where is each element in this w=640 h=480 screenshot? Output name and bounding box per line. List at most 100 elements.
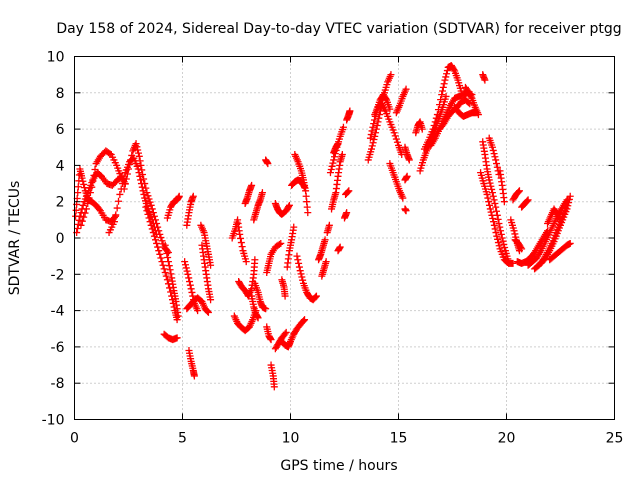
data-point (275, 240, 283, 248)
data-point (492, 156, 500, 164)
data-point (501, 244, 509, 252)
series-track-q (235, 256, 259, 300)
data-point (157, 234, 165, 242)
data-point (181, 258, 189, 266)
data-point (490, 218, 498, 226)
series-track-r (241, 181, 256, 208)
data-point (185, 274, 193, 282)
data-point (158, 237, 166, 245)
data-point (390, 129, 398, 137)
data-point (82, 205, 90, 213)
data-point (167, 288, 175, 296)
x-tick-label: 20 (498, 431, 516, 447)
x-tick-label: 5 (178, 431, 187, 447)
data-point (443, 70, 451, 78)
data-point (134, 146, 142, 154)
data-point (493, 163, 501, 171)
series-track-bu (546, 239, 574, 264)
data-point (329, 159, 337, 167)
data-point (115, 197, 123, 205)
data-point (145, 214, 153, 222)
data-point (144, 192, 152, 200)
data-point (262, 305, 270, 313)
data-point (370, 120, 378, 128)
data-point (336, 243, 344, 251)
data-point (156, 230, 164, 238)
data-point (148, 205, 156, 213)
data-point (293, 252, 301, 260)
series-track-ap (341, 209, 351, 222)
data-point (495, 242, 503, 250)
series-track-br (524, 196, 571, 269)
data-point (393, 138, 401, 146)
series-track-u (250, 189, 266, 224)
data-point (75, 216, 83, 224)
data-point (328, 162, 336, 170)
data-point (159, 261, 167, 269)
data-point (372, 129, 380, 137)
data-point (490, 221, 498, 229)
data-point (73, 224, 81, 232)
data-point (441, 76, 449, 84)
data-point (510, 227, 518, 235)
data-point (518, 245, 526, 253)
data-point (160, 265, 168, 273)
series-track-bg (461, 83, 482, 119)
data-point (194, 307, 202, 315)
series-track-y (262, 156, 272, 168)
series-track-ah (293, 252, 320, 304)
data-point (89, 177, 97, 185)
series-track-an (330, 140, 342, 157)
data-point (301, 316, 309, 324)
y-tick-label: -4 (51, 304, 65, 320)
y-tick-label: 8 (56, 86, 65, 102)
data-point (500, 240, 508, 248)
data-point (490, 150, 498, 158)
data-point (157, 254, 165, 262)
data-point (436, 101, 444, 109)
data-point (143, 207, 151, 215)
series-track-bc (420, 62, 465, 153)
data-point (186, 278, 194, 286)
data-point (155, 227, 163, 235)
data-point (295, 259, 303, 267)
data-point (509, 259, 517, 267)
data-point (112, 211, 120, 219)
series-track-ac (278, 276, 289, 300)
data-point (312, 292, 320, 300)
data-point (86, 189, 94, 197)
data-point (488, 143, 496, 151)
series-track-ak (323, 221, 333, 237)
data-point (491, 153, 499, 161)
data-point (493, 207, 501, 215)
data-point (167, 270, 175, 278)
data-point (164, 258, 172, 266)
data-point (165, 262, 173, 270)
data-point (402, 85, 410, 93)
data-point (489, 146, 497, 154)
data-point (74, 183, 82, 191)
data-point (152, 216, 159, 224)
series-track-t (248, 292, 262, 322)
data-point (403, 172, 411, 180)
x-tick-label: 25 (606, 431, 624, 447)
data-point (134, 165, 142, 173)
data-point (145, 195, 153, 203)
data-point (147, 201, 155, 209)
data-point (254, 314, 262, 322)
data-point (148, 225, 156, 233)
data-point (298, 273, 306, 281)
data-point (166, 266, 174, 274)
series-track-bn (509, 187, 523, 204)
data-point (113, 204, 121, 212)
data-point (297, 270, 305, 278)
data-point (391, 132, 399, 140)
series-track-ai (315, 236, 329, 264)
series-track-g (161, 241, 182, 320)
data-point (79, 201, 87, 209)
series-track-c (77, 147, 129, 229)
data-point (133, 143, 141, 151)
data-point (85, 194, 93, 202)
data-point (183, 267, 191, 275)
data-point (374, 118, 382, 126)
